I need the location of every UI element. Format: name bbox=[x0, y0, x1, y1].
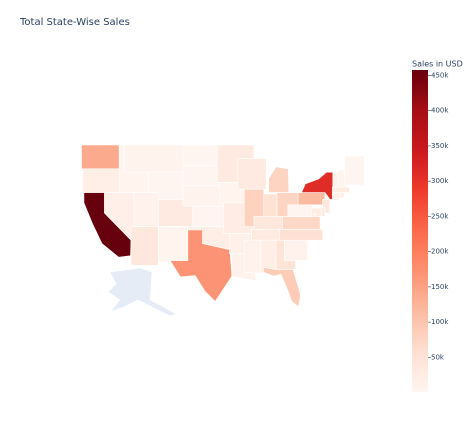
colorbar-tick-label: 350k bbox=[431, 142, 449, 150]
state bbox=[82, 168, 122, 193]
colorbar-tick-label: 450k bbox=[431, 71, 449, 79]
state bbox=[332, 186, 350, 193]
state bbox=[158, 226, 189, 263]
state bbox=[283, 239, 309, 261]
colorbar-tick-label: 400k bbox=[431, 107, 449, 115]
state bbox=[332, 192, 342, 199]
colorbar-tick-label: 100k bbox=[431, 318, 449, 326]
state bbox=[182, 185, 225, 207]
state bbox=[182, 165, 220, 187]
colorbar-tick-label: 250k bbox=[431, 212, 449, 220]
state bbox=[182, 144, 220, 166]
state bbox=[297, 192, 326, 206]
state bbox=[243, 239, 262, 274]
state bbox=[169, 229, 233, 302]
state bbox=[81, 144, 120, 170]
state bbox=[262, 267, 301, 308]
alaska-no-data bbox=[107, 267, 177, 317]
colorbar-tick-label: 300k bbox=[431, 177, 449, 185]
colorbar-title: Sales in USD bbox=[412, 60, 463, 69]
state bbox=[237, 158, 267, 190]
colorbar-tick-label: 50k bbox=[431, 353, 445, 361]
state bbox=[279, 229, 323, 241]
colorbar-tick-label: 150k bbox=[431, 283, 449, 291]
state bbox=[337, 169, 347, 188]
state bbox=[313, 212, 317, 216]
state bbox=[130, 226, 159, 266]
state bbox=[282, 216, 321, 230]
state bbox=[344, 155, 365, 186]
colorbar: 50k 100k 150k 200k 250k 300k 350k 400k 450k bbox=[412, 70, 449, 392]
state bbox=[268, 166, 290, 193]
state bbox=[320, 207, 326, 217]
state bbox=[287, 204, 313, 217]
state bbox=[332, 171, 339, 188]
state bbox=[123, 144, 184, 173]
state-map bbox=[81, 144, 365, 308]
chart-title: Total State-Wise Sales bbox=[19, 17, 130, 28]
state bbox=[133, 192, 159, 227]
state bbox=[340, 192, 345, 198]
state bbox=[311, 207, 322, 217]
colorbar-bar bbox=[412, 70, 428, 392]
colorbar-tick-label: 200k bbox=[431, 248, 449, 256]
